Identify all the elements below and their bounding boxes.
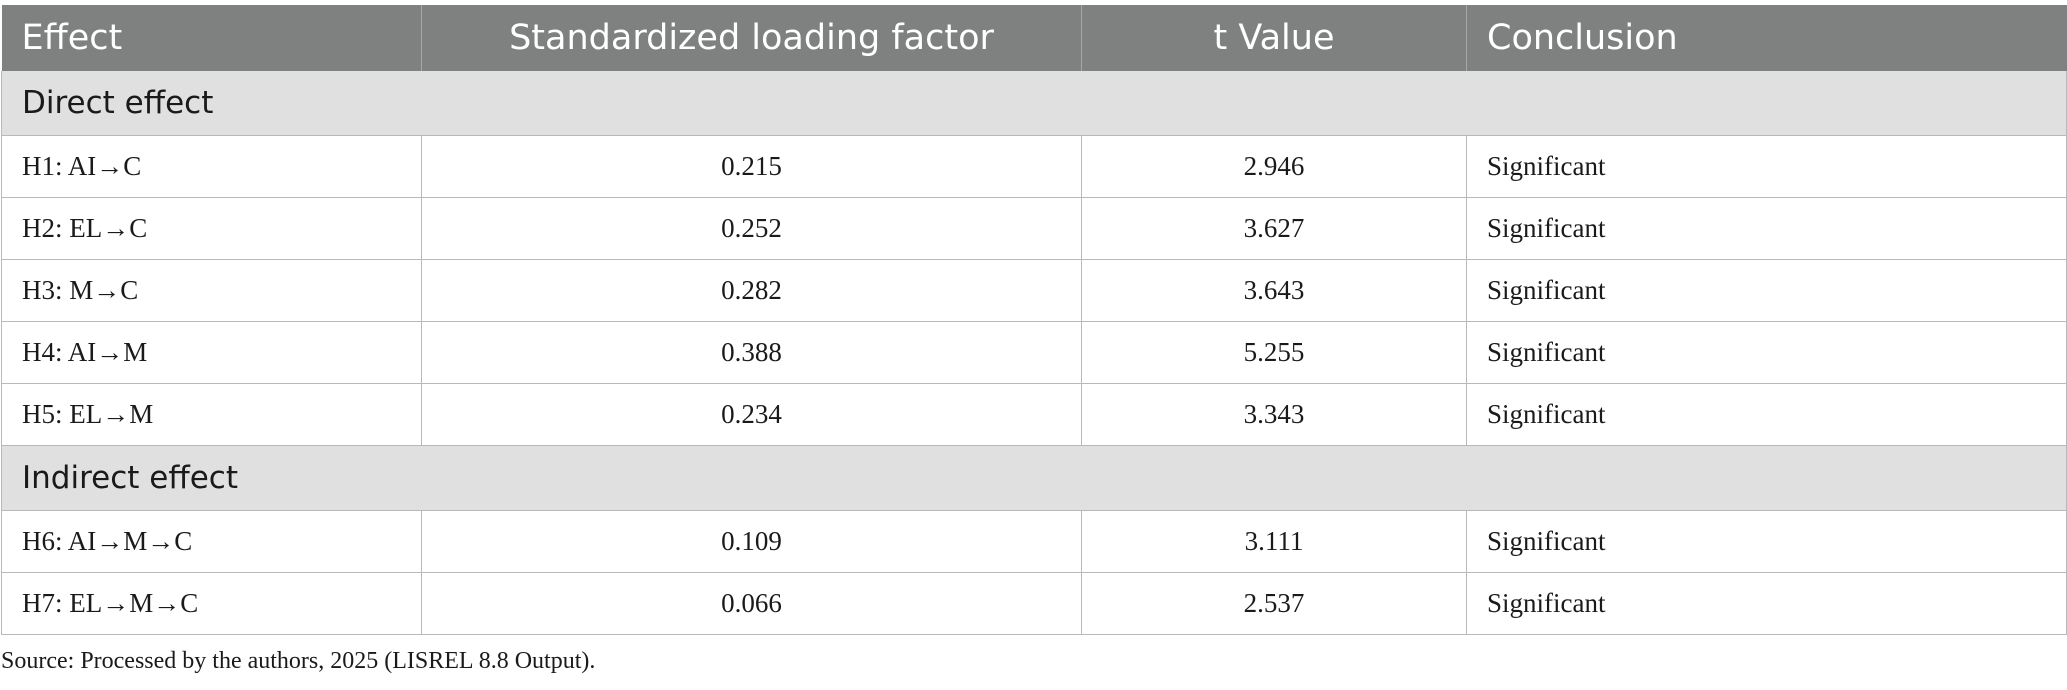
cell-conclusion: Significant (1466, 510, 2067, 573)
cell-loading-factor: 0.234 (421, 383, 1082, 446)
cell-effect: H1: AI→C (1, 135, 422, 198)
table-row: H7: EL→M→C 0.066 2.537 Significant (1, 572, 2067, 635)
cell-conclusion: Significant (1466, 197, 2067, 260)
table-header: Effect Standardized loading factor t Val… (1, 5, 2067, 71)
cell-loading-factor: 0.252 (421, 197, 1082, 260)
table-row: H6: AI→M→C 0.109 3.111 Significant (1, 510, 2067, 573)
cell-t-value: 3.627 (1081, 197, 1467, 260)
hypothesis-results-table: Effect Standardized loading factor t Val… (1, 5, 2067, 635)
header-effect: Effect (1, 5, 422, 71)
cell-t-value: 2.946 (1081, 135, 1467, 198)
cell-effect: H7: EL→M→C (1, 572, 422, 635)
cell-effect: H4: AI→M (1, 321, 422, 384)
cell-conclusion: Significant (1466, 321, 2067, 384)
cell-conclusion: Significant (1466, 572, 2067, 635)
table-row: H1: AI→C 0.215 2.946 Significant (1, 135, 2067, 198)
cell-conclusion: Significant (1466, 383, 2067, 446)
cell-loading-factor: 0.109 (421, 510, 1082, 573)
table-row: H5: EL→M 0.234 3.343 Significant (1, 383, 2067, 446)
header-row: Effect Standardized loading factor t Val… (1, 5, 2067, 71)
cell-t-value: 3.343 (1081, 383, 1467, 446)
table-row: H4: AI→M 0.388 5.255 Significant (1, 321, 2067, 384)
header-conclusion: Conclusion (1466, 5, 2067, 71)
cell-conclusion: Significant (1466, 135, 2067, 198)
section-title: Indirect effect (1, 445, 2067, 511)
section-row-direct-effect: Direct effect (1, 71, 2067, 136)
cell-loading-factor: 0.066 (421, 572, 1082, 635)
cell-conclusion: Significant (1466, 259, 2067, 322)
cell-t-value: 3.643 (1081, 259, 1467, 322)
cell-effect: H5: EL→M (1, 383, 422, 446)
table-row: H2: EL→C 0.252 3.627 Significant (1, 197, 2067, 260)
cell-effect: H6: AI→M→C (1, 510, 422, 573)
header-t-value: t Value (1081, 5, 1467, 71)
cell-t-value: 3.111 (1081, 510, 1467, 573)
section-title: Direct effect (1, 71, 2067, 136)
cell-loading-factor: 0.282 (421, 259, 1082, 322)
cell-loading-factor: 0.215 (421, 135, 1082, 198)
cell-t-value: 5.255 (1081, 321, 1467, 384)
section-row-indirect-effect: Indirect effect (1, 445, 2067, 511)
cell-effect: H2: EL→C (1, 197, 422, 260)
cell-t-value: 2.537 (1081, 572, 1467, 635)
cell-loading-factor: 0.388 (421, 321, 1082, 384)
header-standardized-loading-factor: Standardized loading factor (421, 5, 1082, 71)
results-table-container: Effect Standardized loading factor t Val… (1, 5, 2067, 635)
cell-effect: H3: M→C (1, 259, 422, 322)
source-note: Source: Processed by the authors, 2025 (… (1, 648, 596, 674)
table-body: Direct effect H1: AI→C 0.215 2.946 Signi… (1, 71, 2067, 635)
table-row: H3: M→C 0.282 3.643 Significant (1, 259, 2067, 322)
